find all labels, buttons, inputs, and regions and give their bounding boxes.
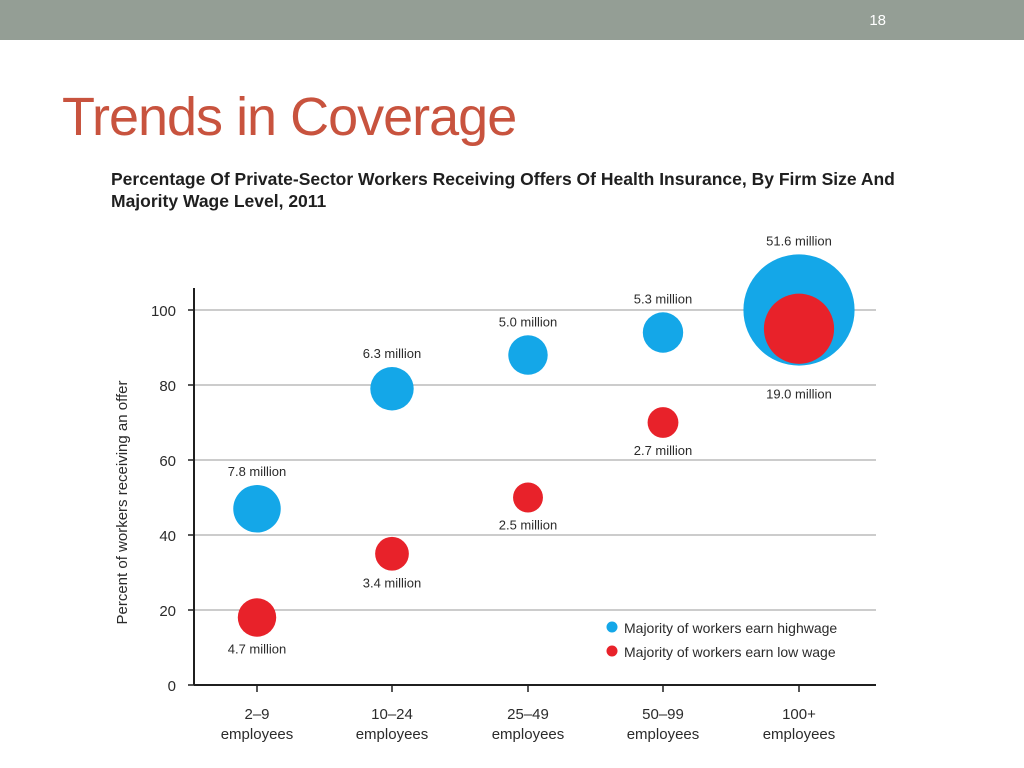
high-wage-data-label: 7.8 million (228, 464, 287, 479)
slide-number: 18 (869, 12, 886, 29)
x-tick-label: 100+ (782, 706, 816, 723)
legend-label: Majority of workers earn low wage (624, 644, 836, 660)
y-tick-label: 40 (159, 528, 176, 545)
high-wage-bubble (508, 335, 548, 375)
y-tick-label: 80 (159, 378, 176, 395)
high-wage-bubble (233, 485, 281, 533)
high-wage-data-label: 5.3 million (634, 291, 693, 306)
low-wage-data-label: 19.0 million (766, 387, 832, 402)
x-tick-label: 2–9 (244, 706, 269, 723)
chart-title: Percentage Of Private-Sector Workers Rec… (111, 169, 895, 211)
legend: Majority of workers earn highwage Majorit… (606, 620, 837, 660)
y-tick-label: 100 (151, 303, 176, 320)
low-wage-data-label: 4.7 million (228, 642, 287, 657)
low-wage-bubble (237, 598, 277, 637)
low-wage-bubble (375, 536, 409, 571)
x-tick-label-line2: employees (356, 726, 429, 743)
x-tick-label-line2: employees (627, 726, 700, 743)
high-wage-data-label: 51.6 million (766, 233, 832, 248)
x-tick-label-line2: employees (492, 726, 565, 743)
legend-marker (606, 621, 618, 633)
low-wage-data-label: 2.5 million (499, 517, 558, 532)
high-wage-bubble (370, 367, 414, 411)
slide-top-bar: 18 (0, 0, 1024, 40)
legend-label: Majority of workers earn highwage (624, 620, 837, 636)
low-wage-bubble (647, 407, 679, 438)
low-wage-data-label: 2.7 million (634, 443, 693, 458)
low-wage-bubble (763, 293, 835, 364)
low-wage-data-label: 3.4 million (363, 576, 422, 591)
x-tick-label-line2: employees (221, 726, 294, 743)
y-tick-label: 60 (159, 453, 176, 470)
grid-lines (194, 309, 876, 611)
y-tick-label: 0 (168, 678, 176, 695)
x-tick-label: 50–99 (642, 706, 684, 723)
y-tick-label: 20 (159, 603, 176, 620)
high-wage-data-label: 6.3 million (363, 346, 422, 361)
legend-marker (606, 645, 618, 657)
low-wage-bubble (513, 482, 543, 513)
bubbles (233, 254, 855, 637)
x-tick-label: 10–24 (371, 706, 413, 723)
y-axis-label: Percent of workers receiving an offer (114, 380, 131, 624)
data-labels: 7.8 million 6.3 million 5.0 million 5.3 mil… (228, 233, 832, 656)
high-wage-bubble (642, 312, 684, 353)
axes: 0 20 40 60 80 100 Percent of workers receiving… (114, 288, 876, 743)
slide-title: Trends in Coverage (62, 87, 517, 147)
x-tick-label: 25–49 (507, 706, 549, 723)
x-tick-label-line2: employees (763, 726, 836, 743)
high-wage-data-label: 5.0 million (499, 314, 558, 329)
